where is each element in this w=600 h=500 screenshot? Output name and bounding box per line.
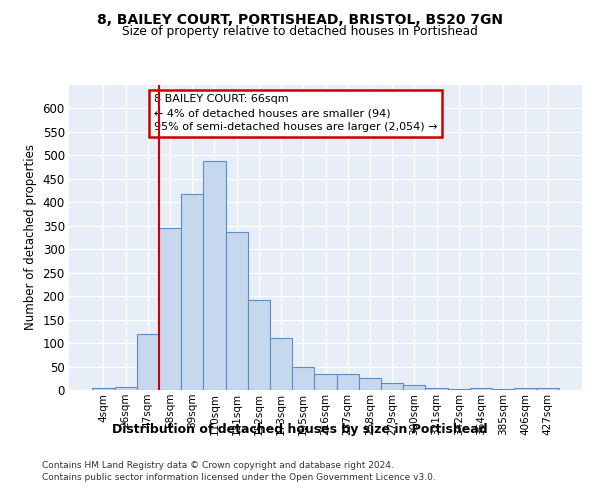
Text: Distribution of detached houses by size in Portishead: Distribution of detached houses by size …: [112, 422, 488, 436]
Bar: [470, 388, 492, 390]
Text: Contains public sector information licensed under the Open Government Licence v3: Contains public sector information licen…: [42, 473, 436, 482]
Bar: [203, 161, 226, 390]
Text: Contains HM Land Registry data © Crown copyright and database right 2024.: Contains HM Land Registry data © Crown c…: [42, 460, 394, 469]
Bar: [248, 300, 270, 390]
Bar: [425, 388, 448, 390]
Bar: [226, 232, 248, 390]
Bar: [492, 388, 514, 390]
Bar: [536, 388, 559, 390]
Bar: [92, 388, 115, 390]
Bar: [514, 388, 536, 390]
Bar: [292, 368, 314, 390]
Bar: [159, 228, 181, 390]
Text: Size of property relative to detached houses in Portishead: Size of property relative to detached ho…: [122, 25, 478, 38]
Bar: [381, 383, 403, 390]
Bar: [359, 378, 381, 390]
Bar: [181, 194, 203, 390]
Bar: [337, 374, 359, 390]
Bar: [270, 338, 292, 390]
Bar: [448, 388, 470, 390]
Y-axis label: Number of detached properties: Number of detached properties: [24, 144, 37, 330]
Bar: [403, 386, 425, 390]
Bar: [115, 386, 137, 390]
Bar: [314, 374, 337, 390]
Text: 8, BAILEY COURT, PORTISHEAD, BRISTOL, BS20 7GN: 8, BAILEY COURT, PORTISHEAD, BRISTOL, BS…: [97, 12, 503, 26]
Bar: [137, 334, 159, 390]
Text: 8 BAILEY COURT: 66sqm
← 4% of detached houses are smaller (94)
95% of semi-detac: 8 BAILEY COURT: 66sqm ← 4% of detached h…: [154, 94, 437, 132]
